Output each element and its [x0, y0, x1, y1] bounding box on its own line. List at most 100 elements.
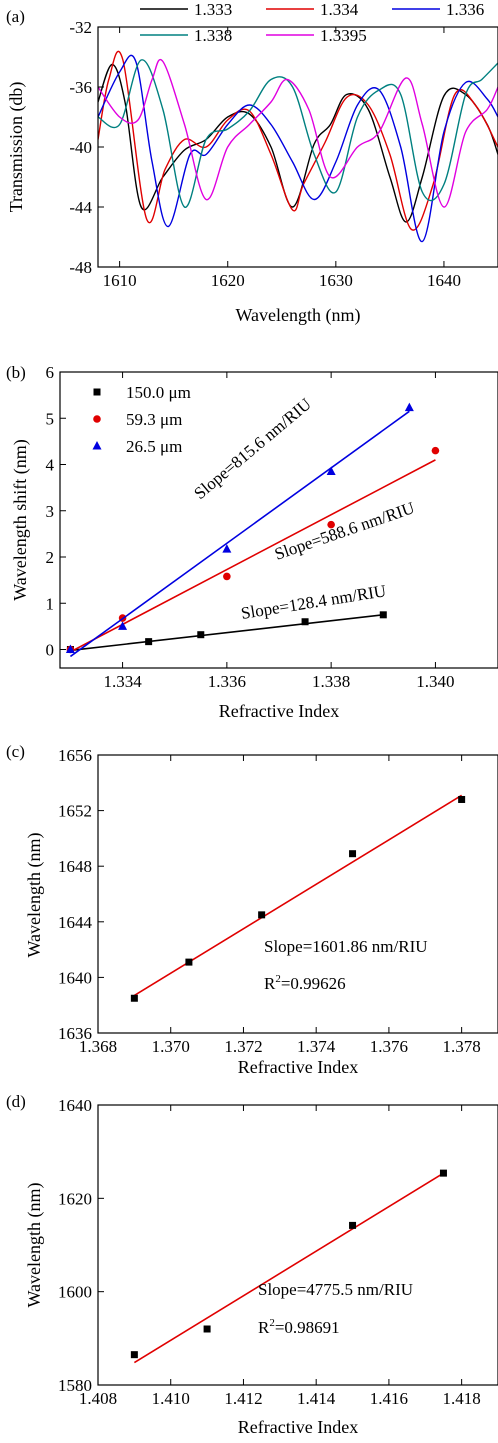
panel-c-r-superscript: 2 [275, 973, 281, 985]
panel-b-data-point [223, 572, 231, 581]
panel-c-label: (c) [6, 742, 25, 761]
panel-c-data-point [258, 911, 266, 919]
panel-b-legend-label: 59.3 μm [126, 410, 182, 429]
panel-c-x-tick-label: 1.368 [79, 1037, 117, 1056]
panel-b-plot-area [65, 402, 440, 658]
panel-a-plot-area [98, 50, 498, 243]
panel-c-r-squared: R2=0.99626 [264, 973, 346, 993]
panel-c-slope-text: Slope=1601.86 nm/RIU [264, 937, 428, 956]
panel-b-x-axis-label: Refractive Index [219, 701, 339, 721]
panel-c-r-value: =0.99626 [281, 974, 346, 993]
panel-a-y-tick-label: -36 [69, 78, 92, 97]
panel-d-y-tick-label: 1640 [58, 1096, 92, 1115]
panel-c-y-tick-label: 1636 [58, 1024, 92, 1043]
panel-b-data-point [326, 466, 336, 475]
legend-label-1.333: 1.333 [194, 0, 232, 19]
panel-a-series-line-1.334 [98, 50, 498, 231]
panel-d-x-tick-label: 1.414 [297, 1389, 336, 1408]
panel-b-data-point [301, 618, 309, 626]
panel-b-data-point [222, 544, 232, 553]
panel-b-legend: 150.0 μm 59.3 μm 26.5 μm [92, 383, 191, 456]
panel-c-y-tick-label: 1656 [58, 746, 92, 765]
panel-d-x-tick-label: 1.418 [443, 1389, 481, 1408]
panel-a-series-line-1.338 [98, 59, 498, 208]
panel-c-r-symbol: R [264, 974, 276, 993]
panel-b-label: (b) [6, 363, 26, 382]
panel-c-fit-annotation: Slope=1601.86 nm/RIU R2=0.99626 [264, 937, 428, 993]
panel-a-x-tick-label: 1620 [211, 271, 245, 290]
legend-label-1.3395: 1.3395 [320, 26, 367, 45]
panel-b-legend-label: 26.5 μm [126, 437, 182, 456]
panel-b-y-tick-label: 0 [46, 641, 55, 660]
panel-c-y-tick-label: 1640 [58, 968, 92, 987]
panel-b-fit-line [70, 614, 384, 652]
panel-b-data-point [65, 644, 75, 653]
panel-c-data-point [458, 795, 466, 803]
panel-d-plot-area [130, 1169, 447, 1364]
panel-d-frame [97, 1104, 498, 1386]
panel-d-data-point [130, 1351, 138, 1359]
panel-a-label: (a) [6, 7, 25, 26]
panel-b-legend-marker [93, 415, 101, 423]
panel-a-series-line-1.3395 [98, 59, 498, 208]
panel-c-x-axis-label: Refractive Index [238, 1057, 358, 1077]
panel-d-label: (d) [6, 1092, 26, 1111]
panel-d-x-axis-label: Refractive Index [238, 1417, 358, 1437]
panel-b-x-tick-label: 1.338 [312, 672, 350, 691]
panel-b-data-point [431, 446, 440, 455]
panel-d-y-tick-label: 1620 [58, 1189, 92, 1208]
panel-b-data-point [118, 621, 128, 630]
panel-b-y-axis-label: Wavelength shift (nm) [10, 439, 31, 601]
panel-c-x-tick-label: 1.376 [370, 1037, 408, 1056]
panel-a-x-axis-label: Wavelength (nm) [235, 305, 360, 326]
panel-a-y-tick-label: -40 [69, 138, 92, 157]
panel-b-data-point [145, 638, 153, 646]
panel-a-ticks: 1610 1620 1630 1640 -48 -44 -40 -36 -32 [69, 18, 461, 290]
panel-b-legend-marker [93, 388, 101, 396]
panel-b-legend-marker [92, 441, 102, 450]
panel-d-fit-line [133, 1172, 444, 1364]
panel-c-data-point [130, 994, 138, 1002]
panel-c-ticks: 1.368 1.370 1.372 1.374 1.376 1.378 1636 1640 16… [58, 746, 481, 1056]
panel-d-data-point [349, 1221, 357, 1229]
panel-c-plot-area [130, 794, 466, 1002]
panel-a-legend: 1.333 1.334 1.336 1.338 1.3395 [140, 0, 484, 45]
panel-d-y-tick-label: 1600 [58, 1283, 92, 1302]
panel-b-ticks: 1.334 1.336 1.338 1.340 0 1 2 3 4 5 6 [46, 363, 455, 691]
panel-c-y-axis-label: Wavelength (nm) [24, 832, 45, 957]
panel-b-data-point [404, 402, 414, 412]
panel-c-y-tick-label: 1652 [58, 802, 92, 821]
panel-c-wavelength-chart: (c) 1.368 1.370 1.372 1.374 1.376 1.378 1636 16… [6, 742, 498, 1077]
panel-b-fit-line [70, 459, 436, 653]
panel-b-y-tick-label: 4 [46, 456, 55, 475]
panel-c-fit-line [133, 794, 463, 997]
legend-label-1.334: 1.334 [320, 0, 359, 19]
panel-d-x-tick-label: 1.416 [370, 1389, 408, 1408]
panel-c-data-point [185, 958, 193, 966]
panel-a-x-tick-label: 1610 [103, 271, 137, 290]
panel-c-x-tick-label: 1.372 [224, 1037, 262, 1056]
panel-a-x-tick-label: 1630 [319, 271, 353, 290]
panel-b-data-point [327, 520, 335, 529]
panel-d-fit-annotation: Slope=4775.5 nm/RIU R2=0.98691 [258, 1280, 413, 1337]
panel-d-x-tick-label: 1.408 [79, 1389, 117, 1408]
panel-a-series-line-1.336 [98, 54, 498, 243]
panel-a-x-tick-label: 1640 [427, 271, 461, 290]
panel-c-y-tick-label: 1648 [58, 857, 92, 876]
panel-d-x-tick-label: 1.412 [224, 1389, 262, 1408]
panel-a-y-tick-label: -44 [69, 198, 92, 217]
panel-c-frame [97, 754, 498, 1034]
panel-d-slope-text: Slope=4775.5 nm/RIU [258, 1280, 413, 1299]
panel-d-y-tick-label: 1580 [58, 1376, 92, 1395]
panel-b-x-tick-label: 1.334 [103, 672, 142, 691]
panel-d-x-tick-label: 1.410 [152, 1389, 190, 1408]
panel-c-data-point [349, 850, 357, 858]
panel-d-data-point [439, 1169, 447, 1177]
panel-b-y-tick-label: 3 [46, 502, 55, 521]
panel-d-data-point [203, 1325, 211, 1333]
legend-label-1.338: 1.338 [194, 26, 232, 45]
panel-a-y-axis-label: Transmission (db) [6, 82, 27, 213]
panel-b-y-tick-label: 1 [46, 594, 55, 613]
panel-b-data-point [197, 631, 205, 639]
